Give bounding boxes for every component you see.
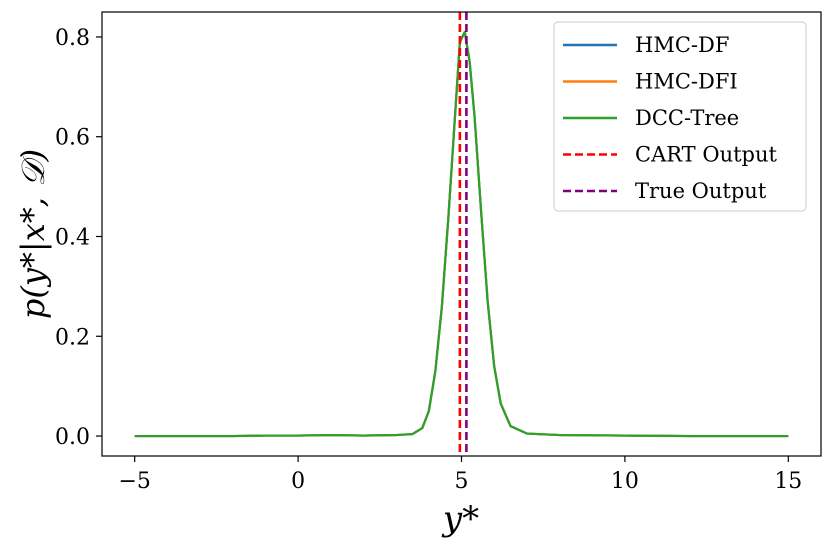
x-tick-label: 5 — [455, 469, 469, 494]
y-tick-label: 0.4 — [55, 225, 90, 250]
y-tick-label: 0.6 — [55, 126, 90, 151]
y-tick-label: 0.8 — [55, 26, 90, 51]
legend-label: HMC-DFI — [635, 70, 738, 94]
legend-label: DCC-Tree — [635, 106, 739, 130]
x-axis-label: y* — [441, 499, 479, 539]
x-tick-label: 0 — [291, 469, 305, 494]
x-axis-ticks: −5 0 5 10 15 — [118, 456, 802, 494]
y-tick-label: 0.0 — [55, 425, 90, 450]
series-layer — [134, 30, 789, 438]
x-tick-label: 15 — [774, 469, 802, 494]
y-axis-ticks: 0.0 0.2 0.4 0.6 0.8 — [55, 26, 102, 450]
x-tick-label: −5 — [118, 469, 150, 494]
y-axis-label: p(y*|x*, 𝒟) — [14, 149, 52, 319]
legend-label: CART Output — [635, 143, 778, 167]
series-line-3 — [134, 30, 789, 438]
vline-layer — [458, 12, 468, 456]
legend-label: True Output — [635, 179, 767, 203]
legend-frame — [553, 21, 807, 212]
x-tick-label: 10 — [611, 469, 639, 494]
legend-label: HMC-DF — [635, 33, 729, 57]
legend: HMC-DF HMC-DFI DCC-Tree CART Output True Out… — [553, 21, 807, 212]
y-tick-label: 0.2 — [55, 325, 90, 350]
